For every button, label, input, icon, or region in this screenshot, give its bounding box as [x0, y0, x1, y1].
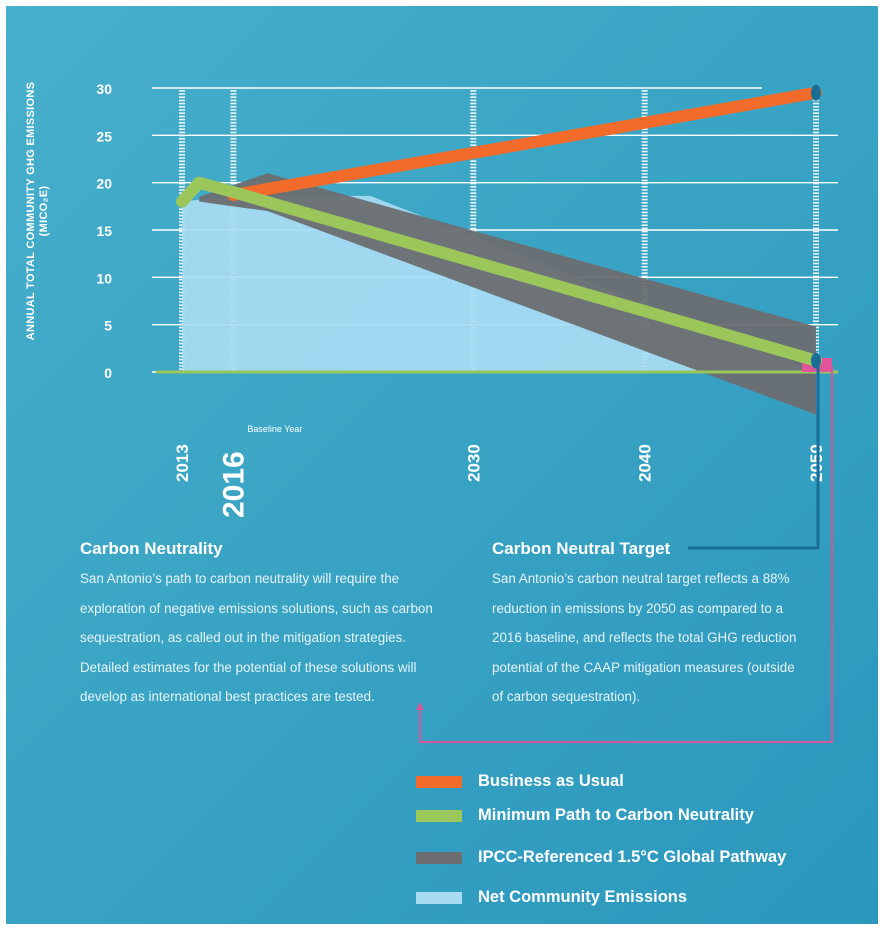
note-line: 2016 baseline, and reflects the total GH…	[492, 630, 797, 645]
x-tick-label: 2030	[464, 444, 483, 482]
legend-swatch	[416, 776, 462, 788]
legend-swatch	[416, 852, 462, 864]
legend-swatch	[416, 892, 462, 904]
note-line: potential of the CAAP mitigation measure…	[492, 659, 795, 675]
y-tick-label: 10	[96, 270, 112, 286]
note-line: develop as international best practices …	[80, 689, 375, 704]
legend-label: Net Community Emissions	[478, 888, 688, 906]
legend-label: IPCC-Referenced 1.5°C Global Pathway	[478, 848, 787, 866]
business-as-usual-line	[227, 86, 822, 201]
baseline-year-note: Baseline Year	[247, 424, 302, 434]
note-line: Detailed estimates for the potential of …	[80, 659, 417, 675]
x-tick-label: 2013	[173, 444, 192, 482]
minimum-path-line	[176, 176, 822, 367]
x-tick-label: 2040	[636, 444, 655, 482]
legend-label: Business as Usual	[478, 772, 624, 790]
note-line: reduction in emissions by 2050 as compar…	[492, 600, 784, 616]
carbon-neutrality-title: Carbon Neutrality	[80, 539, 223, 558]
y-tick-labels: 0 5 10 15 20 25 30	[96, 81, 112, 381]
x-tick-label: 2050	[807, 444, 826, 482]
carbon-neutrality-text: San Antonio’s path to carbon neutrality …	[80, 564, 480, 712]
y-tick-label: 20	[96, 176, 112, 192]
x-tick-label: 2016	[217, 451, 250, 518]
carbon-neutral-target-text: San Antonio’s carbon neutral target refl…	[492, 564, 832, 712]
y-tick-label: 5	[104, 318, 112, 334]
note-line: sequestration, as called out in the miti…	[80, 630, 407, 645]
ipcc-pathway-band	[199, 173, 816, 415]
series-layer	[156, 84, 838, 415]
bau-endpoint-dot	[811, 84, 821, 101]
carbon-neutral-target-title: Carbon Neutral Target	[492, 539, 671, 558]
note-line: San Antonio’s path to carbon neutrality …	[80, 571, 400, 586]
infographic: 2013 2016 2030 2040 2050 Baseline Year 0 5 10 15…	[6, 6, 878, 924]
note-line: San Antonio’s carbon neutral target refl…	[492, 571, 790, 586]
y-tick-label: 0	[104, 365, 112, 381]
y-tick-label: 25	[96, 128, 112, 144]
legend-label: Minimum Path to Carbon Neutrality	[478, 806, 754, 824]
note-line: of carbon sequestration).	[492, 689, 641, 704]
note-line: exploration of negative emissions soluti…	[80, 600, 433, 616]
y-axis-title: ANNUAL TOTAL COMMUNITY GHG EMISSIONS (MI…	[25, 81, 50, 341]
y-tick-label: 15	[96, 223, 112, 239]
legend-swatch	[416, 810, 462, 822]
x-tick-labels: 2013 2016 2030 2040 2050 Baseline Year	[173, 424, 826, 518]
y-tick-label: 30	[96, 81, 112, 97]
target-endpoint-dot	[811, 352, 821, 369]
